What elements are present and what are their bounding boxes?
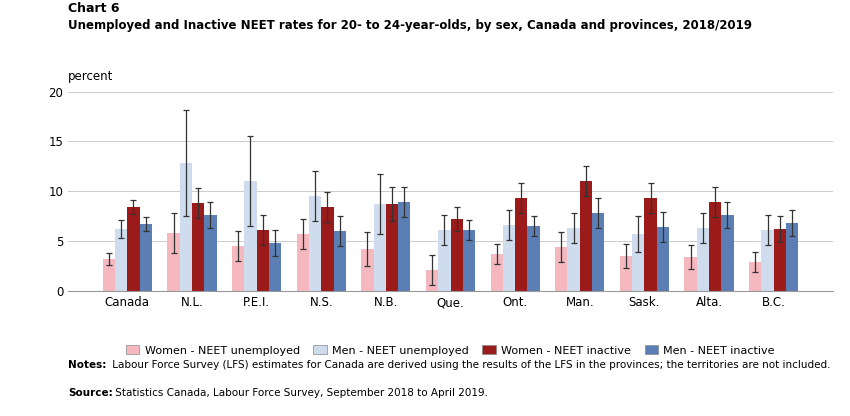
Bar xyxy=(644,198,657,291)
Bar xyxy=(167,233,179,291)
Text: Statistics Canada, Labour Force Survey, September 2018 to April 2019.: Statistics Canada, Labour Force Survey, … xyxy=(112,388,488,398)
Bar xyxy=(361,249,374,291)
Bar xyxy=(297,234,309,291)
Bar xyxy=(269,243,281,291)
Bar xyxy=(139,224,152,291)
Bar xyxy=(462,230,475,291)
Text: Source:: Source: xyxy=(68,388,113,398)
Bar xyxy=(697,228,709,291)
Bar xyxy=(439,230,451,291)
Bar xyxy=(749,262,762,291)
Bar xyxy=(179,163,192,291)
Bar xyxy=(762,230,774,291)
Bar xyxy=(580,181,592,291)
Bar xyxy=(632,234,644,291)
Bar xyxy=(450,219,462,291)
Bar xyxy=(527,226,540,291)
Bar xyxy=(426,270,439,291)
Bar xyxy=(515,198,527,291)
Bar xyxy=(309,196,321,291)
Bar xyxy=(657,227,669,291)
Bar xyxy=(115,229,128,291)
Bar xyxy=(490,254,503,291)
Bar xyxy=(374,204,386,291)
Bar xyxy=(722,215,734,291)
Bar xyxy=(555,247,568,291)
Text: percent: percent xyxy=(68,70,113,83)
Legend: Women - NEET unemployed, Men - NEET unemployed, Women - NEET inactive, Men - NEE: Women - NEET unemployed, Men - NEET unem… xyxy=(122,341,779,360)
Bar xyxy=(192,203,204,291)
Text: Labour Force Survey (LFS) estimates for Canada are derived using the results of : Labour Force Survey (LFS) estimates for … xyxy=(109,360,830,370)
Bar xyxy=(709,202,722,291)
Bar xyxy=(321,207,333,291)
Text: Unemployed and Inactive NEET rates for 20- to 24-year-olds, by sex, Canada and p: Unemployed and Inactive NEET rates for 2… xyxy=(68,19,752,32)
Bar xyxy=(257,230,269,291)
Text: Notes:: Notes: xyxy=(68,360,106,370)
Bar xyxy=(386,204,398,291)
Bar xyxy=(592,213,604,291)
Bar xyxy=(103,259,115,291)
Bar xyxy=(620,256,632,291)
Bar xyxy=(333,231,346,291)
Bar xyxy=(684,257,697,291)
Bar xyxy=(503,225,515,291)
Bar xyxy=(204,215,217,291)
Bar xyxy=(786,223,798,291)
Bar xyxy=(128,207,139,291)
Bar xyxy=(244,181,257,291)
Bar xyxy=(568,228,580,291)
Text: Chart 6: Chart 6 xyxy=(68,2,120,15)
Bar xyxy=(774,229,786,291)
Bar xyxy=(232,246,244,291)
Bar xyxy=(398,202,411,291)
